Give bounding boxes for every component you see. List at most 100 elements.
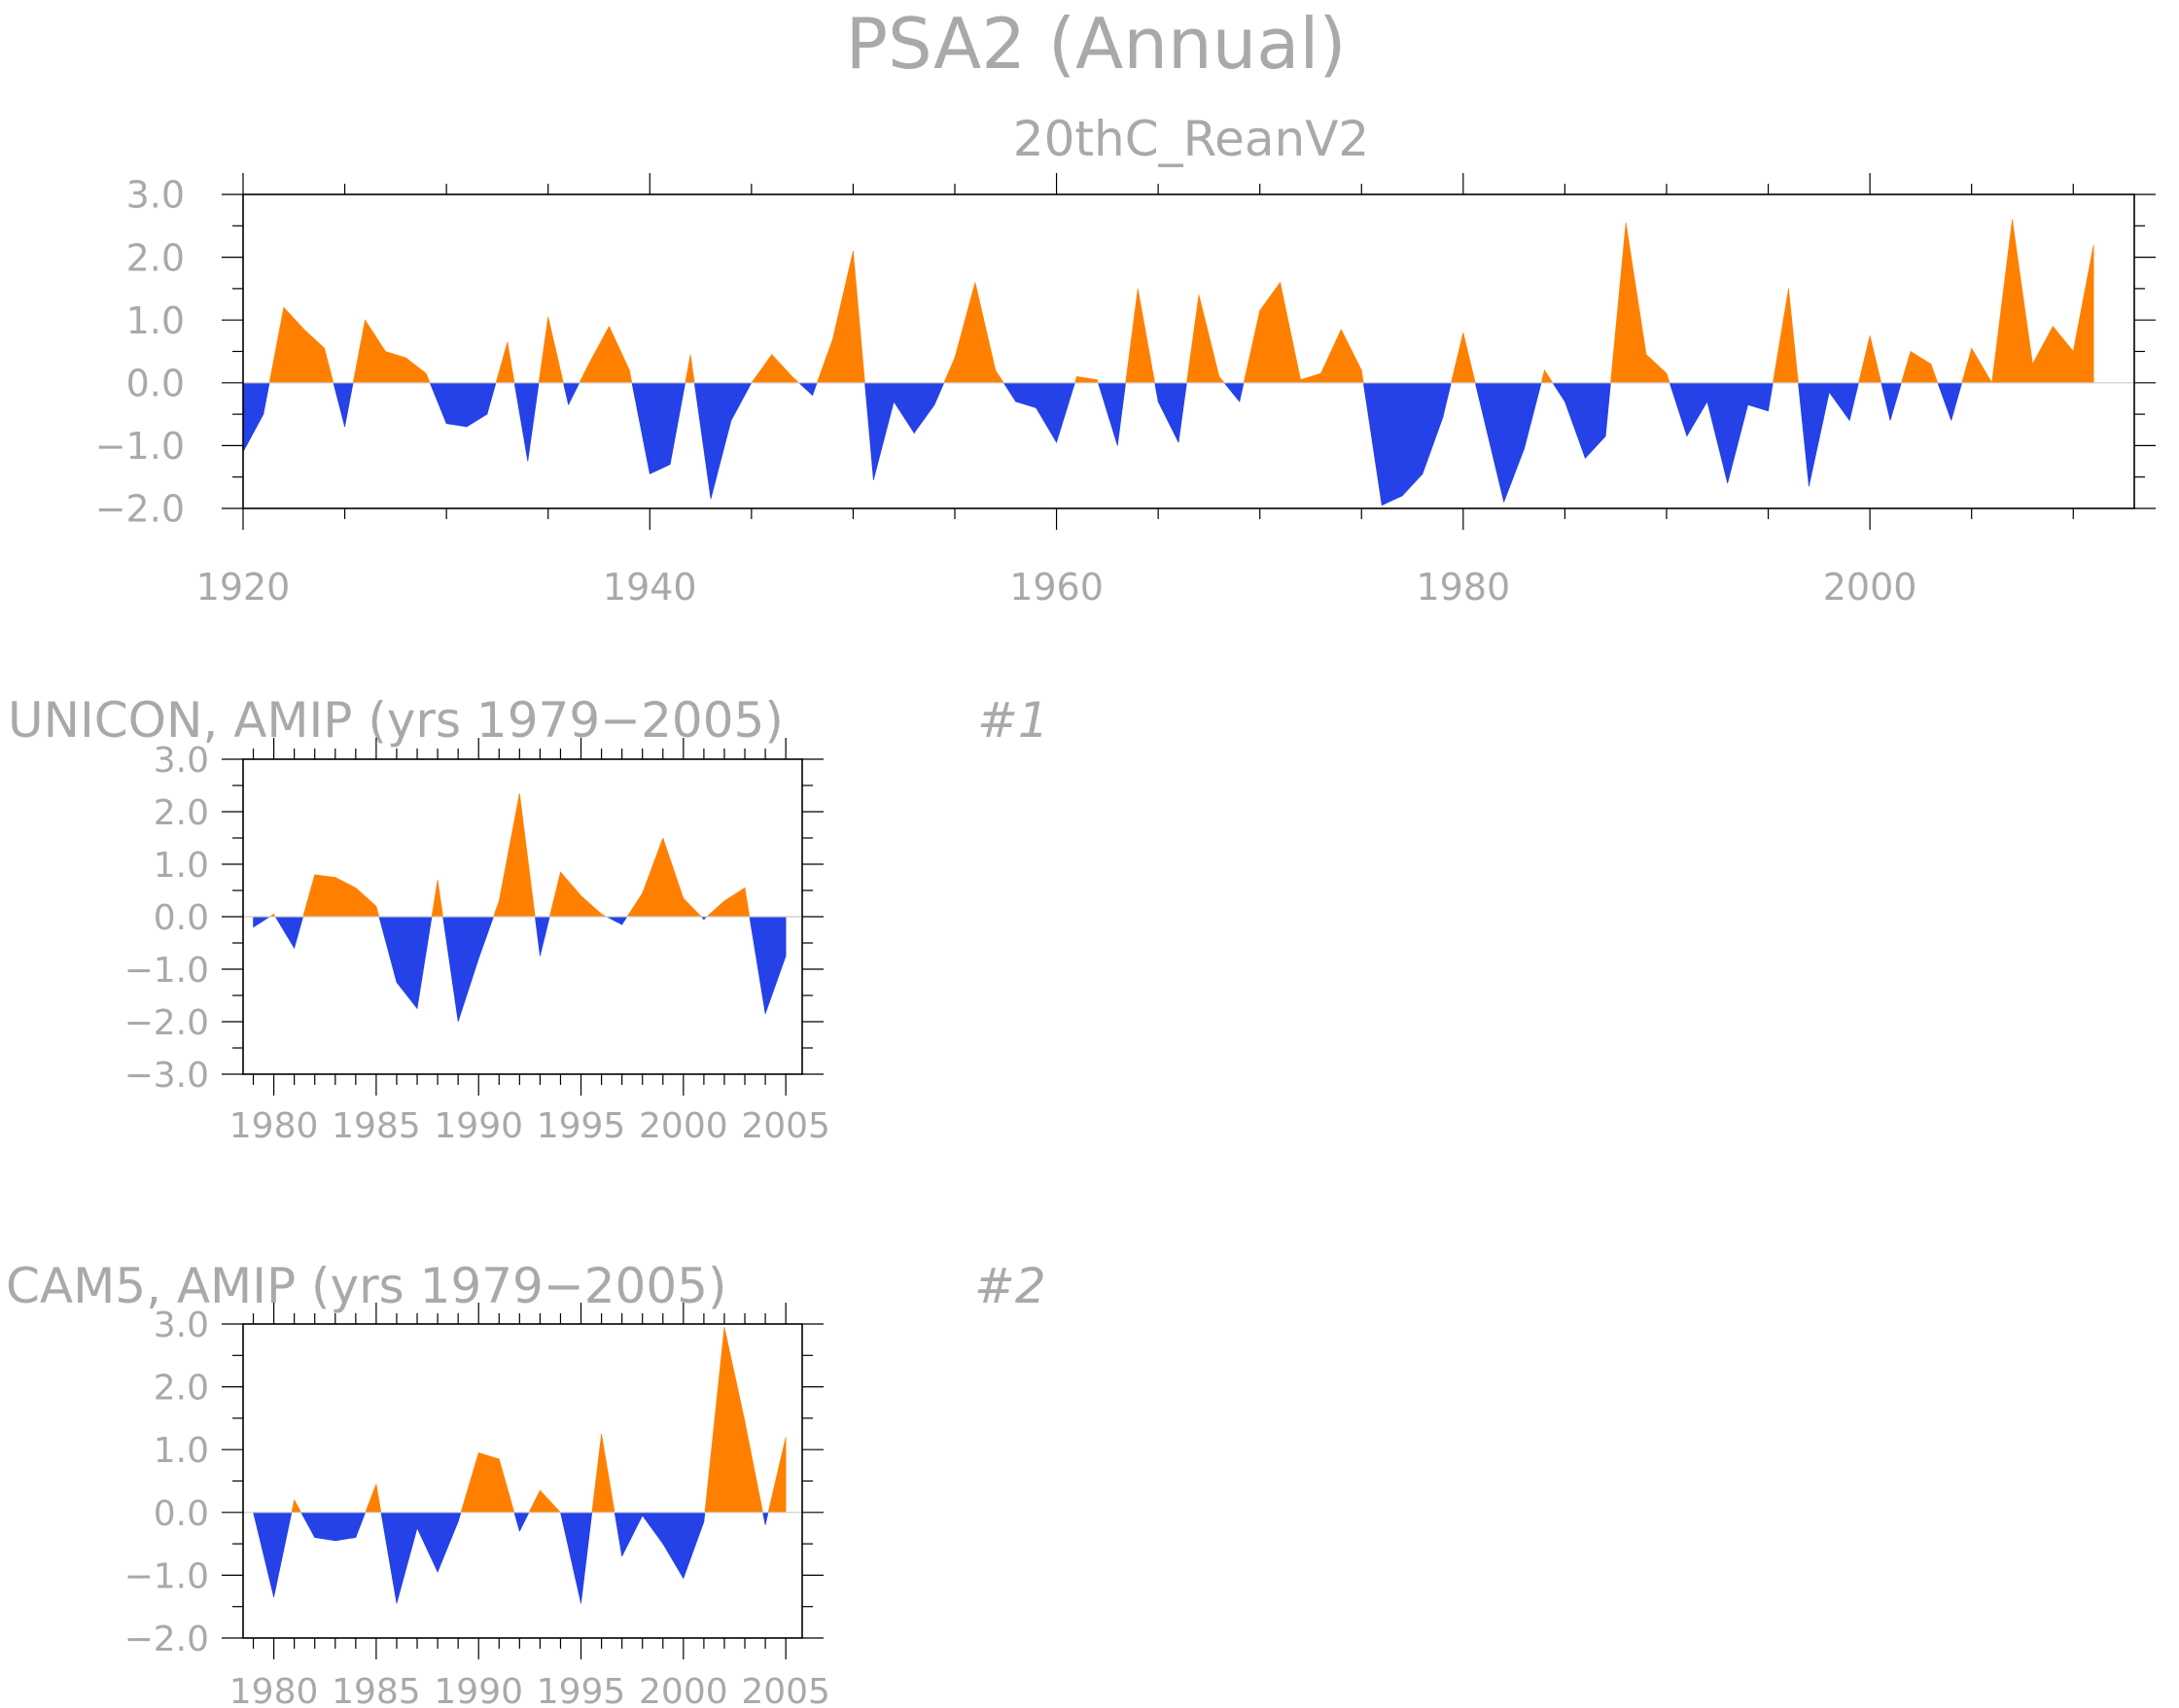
positive-area-reanalysis-124	[1991, 219, 2013, 384]
negative-area-unicon-38	[749, 916, 766, 1014]
positive-area-reanalysis-74	[1259, 281, 1281, 384]
positive-area-reanalysis-5	[324, 348, 334, 384]
positive-area-reanalysis-78	[1341, 329, 1362, 384]
negative-area-reanalysis-115	[1880, 382, 1891, 421]
negative-area-unicon-28	[621, 916, 628, 926]
area-fills-reanalysis	[242, 219, 2094, 506]
positive-area-reanalysis-64	[1137, 288, 1155, 384]
negative-area-cam5-14	[457, 1512, 462, 1522]
plot-frame-reanalysis	[242, 193, 2135, 509]
positive-area-reanalysis-77	[1320, 329, 1342, 384]
positive-area-cam5-33	[723, 1327, 746, 1514]
positive-area-reanalysis-86	[1462, 332, 1476, 384]
positive-area-reanalysis-25	[579, 364, 589, 384]
positive-area-reanalysis-75	[1280, 282, 1301, 384]
negative-area-cam5-36	[764, 1512, 769, 1525]
positive-area-cam5-25	[601, 1434, 615, 1514]
negative-area-reanalysis-104	[1727, 382, 1748, 484]
negative-area-reanalysis-94	[1564, 382, 1586, 459]
negative-area-reanalysis-30	[649, 382, 671, 474]
positive-area-reanalysis-117	[1901, 351, 1912, 384]
negative-area-cam5-7	[355, 1512, 367, 1538]
positive-area-reanalysis-122	[1961, 348, 1972, 384]
negative-area-reanalysis-120	[1937, 382, 1952, 421]
y-ticks-cam5: 3.0 2.0 1.0 0.0 −1.0 −2.0	[124, 1306, 824, 1659]
negative-area-reanalysis-35	[710, 382, 732, 500]
panel-label-cam5: #2	[974, 1258, 1046, 1314]
y-tick-label-reanalysis: 1.0	[126, 299, 185, 342]
panel-reanalysis: 20thC_ReanV2 1920 1940 1960 1980 2000 3.0 2.0 1.…	[95, 111, 2156, 609]
negative-area-unicon-0	[253, 916, 271, 928]
positive-area-cam5-2	[291, 1499, 295, 1514]
positive-area-cam5-8	[365, 1483, 377, 1514]
negative-area-reanalysis-121	[1951, 382, 1963, 421]
negative-area-reanalysis-110	[1809, 382, 1830, 487]
negative-area-reanalysis-96	[1604, 382, 1611, 436]
negative-area-reanalysis-24	[568, 382, 580, 405]
negative-area-reanalysis-83	[1422, 382, 1444, 474]
negative-area-reanalysis-66	[1157, 382, 1179, 443]
positive-area-reanalysis-26	[588, 326, 610, 384]
positive-area-reanalysis-127	[2053, 325, 2074, 384]
negative-area-reanalysis-65	[1154, 382, 1159, 402]
x-tick-label-reanalysis: 1920	[196, 566, 291, 609]
positive-area-cam5-9	[375, 1483, 382, 1514]
positive-area-unicon-30	[642, 837, 664, 918]
negative-area-reanalysis-7	[344, 382, 354, 428]
positive-area-cam5-16	[477, 1452, 500, 1514]
positive-area-reanalysis-97	[1610, 223, 1627, 384]
x-tick-label-cam5: 1995	[537, 1672, 626, 1708]
x-ticks-unicon: 1980 1985 1990 1995 2000 2005	[229, 738, 830, 1146]
positive-area-reanalysis-12	[425, 372, 431, 384]
negative-area-reanalysis-1	[263, 382, 270, 415]
negative-area-cam5-5	[314, 1512, 336, 1542]
x-ticks-reanalysis: 1920 1940 1960 1980 2000	[196, 173, 2074, 609]
positive-area-reanalysis-68	[1186, 295, 1200, 384]
panel-cam5: CAM5, AMIP (yrs 1979−2005) #2 1980 1985 1990…	[6, 1258, 1046, 1708]
positive-area-reanalysis-73	[1243, 310, 1260, 384]
positive-area-reanalysis-92	[1544, 368, 1554, 384]
negative-area-reanalysis-31	[669, 382, 686, 465]
negative-area-reanalysis-61	[1097, 382, 1118, 446]
y-tick-label-cam5: −2.0	[124, 1620, 209, 1659]
positive-area-reanalysis-3	[283, 306, 305, 384]
negative-area-reanalysis-105	[1747, 382, 1769, 412]
negative-area-cam5-27	[621, 1512, 644, 1557]
negative-area-reanalysis-88	[1483, 382, 1504, 503]
y-tick-label-cam5: 1.0	[154, 1431, 209, 1471]
x-tick-label-unicon: 1995	[537, 1106, 626, 1146]
positive-area-reanalysis-91	[1540, 369, 1545, 384]
negative-area-unicon-17	[477, 916, 494, 959]
negative-area-reanalysis-23	[563, 382, 569, 405]
positive-area-reanalysis-123	[1971, 347, 1993, 384]
negative-area-cam5-23	[580, 1512, 593, 1604]
y-tick-label-unicon: 1.0	[154, 846, 209, 886]
negative-area-unicon-15	[442, 916, 459, 1023]
negative-area-reanalysis-6	[333, 382, 345, 428]
positive-area-reanalysis-118	[1910, 350, 1932, 384]
x-tick-label-cam5: 2005	[741, 1672, 830, 1708]
positive-area-cam5-34	[744, 1421, 763, 1514]
negative-area-reanalysis-116	[1889, 382, 1902, 421]
positive-area-unicon-24	[560, 871, 581, 918]
negative-area-cam5-18	[513, 1512, 520, 1532]
positive-area-unicon-5	[302, 874, 316, 918]
negative-area-reanalysis-56	[1036, 382, 1057, 444]
x-tick-label-reanalysis: 2000	[1823, 566, 1917, 609]
negative-area-cam5-26	[614, 1512, 622, 1557]
y-tick-label-cam5: 2.0	[154, 1369, 209, 1409]
positive-area-reanalysis-4	[303, 329, 325, 384]
positive-area-reanalysis-70	[1218, 375, 1225, 384]
negative-area-unicon-21	[534, 916, 541, 957]
positive-area-reanalysis-125	[2012, 219, 2033, 384]
positive-area-reanalysis-39	[791, 375, 800, 384]
negative-area-reanalysis-80	[1362, 382, 1383, 505]
negative-area-reanalysis-41	[812, 382, 818, 396]
y-tick-label-cam5: −1.0	[124, 1556, 209, 1596]
negative-area-cam5-13	[437, 1512, 459, 1573]
negative-area-cam5-6	[334, 1512, 357, 1542]
negative-area-reanalysis-67	[1177, 382, 1187, 443]
y-tick-label-reanalysis: 3.0	[126, 174, 185, 217]
y-tick-label-unicon: 0.0	[154, 898, 209, 938]
negative-area-reanalysis-81	[1381, 382, 1403, 506]
